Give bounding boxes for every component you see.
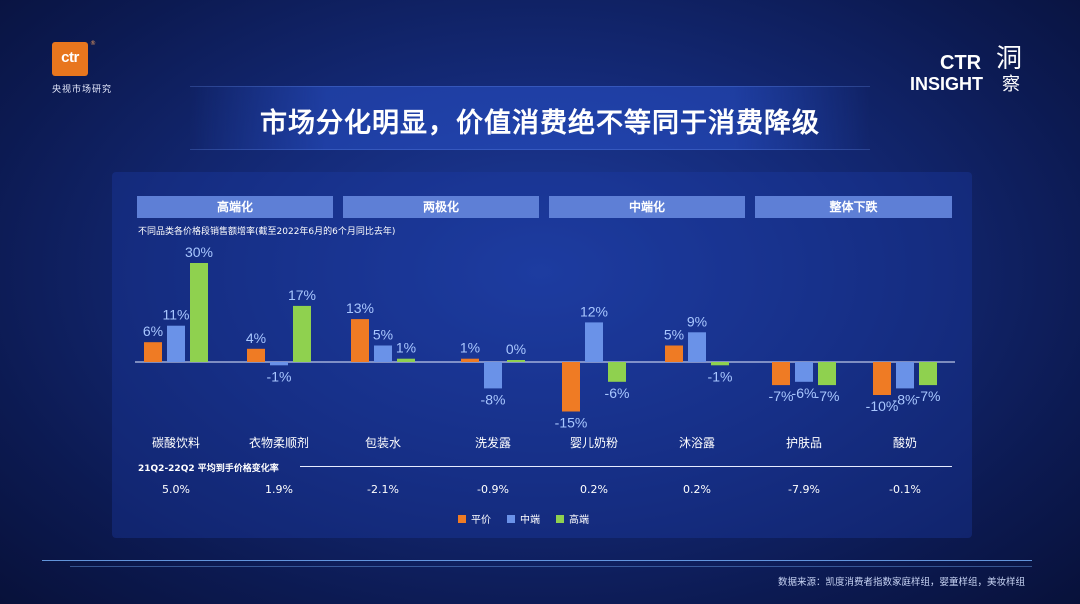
data-label: 17% xyxy=(288,287,316,303)
bar-平价-5 xyxy=(665,345,683,362)
bar-平价-4 xyxy=(562,362,580,412)
data-label: 6% xyxy=(143,323,163,339)
insight-ctr-text: CTR xyxy=(940,52,982,74)
header-polarized: 两极化 xyxy=(343,196,539,218)
legend-swatch-low xyxy=(458,514,466,523)
category-label: 婴儿奶粉 xyxy=(570,436,618,450)
legend-swatch-high xyxy=(556,514,564,523)
bar-高端-7 xyxy=(919,362,937,386)
bar-中端-3 xyxy=(484,362,502,389)
price-change-value: -0.1% xyxy=(889,483,921,496)
price-change-value: -0.9% xyxy=(477,483,509,496)
chart-subtitle: 不同品类各价格段销售额增率(截至2022年6月的6个月同比去年) xyxy=(138,227,396,237)
category-label: 护肤品 xyxy=(786,435,822,450)
data-label: 13% xyxy=(346,300,374,316)
data-label: -7% xyxy=(916,388,941,404)
data-label: -1% xyxy=(267,368,292,384)
category-label: 包装水 xyxy=(365,436,401,450)
footer-divider xyxy=(42,560,1032,561)
header-premium: 高端化 xyxy=(137,196,333,218)
bar-中端-0 xyxy=(167,325,185,362)
insight-dong-char: 洞 xyxy=(996,44,1023,74)
data-label: 5% xyxy=(373,327,393,343)
ctr-logo: ctr xyxy=(52,42,88,76)
bar-平价-2 xyxy=(351,319,369,362)
price-change-value: 1.9% xyxy=(265,483,293,496)
legend-swatch-mid xyxy=(507,514,515,523)
logo-text: ctr xyxy=(61,49,79,66)
title-band xyxy=(190,86,870,150)
price-change-value: 0.2% xyxy=(683,483,711,496)
insight-insight-text: INSIGHT xyxy=(910,74,984,94)
legend-label-mid: 中端 xyxy=(520,515,540,526)
category-label: 碳酸饮料 xyxy=(152,435,200,450)
data-label: 30% xyxy=(185,244,213,260)
bar-平价-1 xyxy=(247,348,265,362)
header-midrange: 中端化 xyxy=(549,196,745,218)
data-label: 5% xyxy=(664,327,684,343)
data-label: 12% xyxy=(580,303,608,319)
data-label: 11% xyxy=(163,307,190,323)
data-label: -8% xyxy=(893,391,918,407)
bar-中端-1 xyxy=(270,362,288,366)
category-label: 洗发露 xyxy=(475,435,511,450)
data-label: 9% xyxy=(687,313,707,329)
bar-高端-4 xyxy=(608,362,626,382)
data-label: -1% xyxy=(708,368,733,384)
registered-mark: ® xyxy=(90,40,96,47)
bar-中端-5 xyxy=(688,332,706,362)
header-overall-decline: 整体下跌 xyxy=(755,196,952,218)
data-label: -8% xyxy=(481,391,506,407)
bar-高端-0 xyxy=(190,263,208,362)
bar-平价-6 xyxy=(772,362,790,386)
bar-中端-7 xyxy=(896,362,914,389)
price-change-divider xyxy=(300,466,952,467)
data-label: 4% xyxy=(246,330,266,346)
price-change-value: 5.0% xyxy=(162,483,190,496)
bar-平价-7 xyxy=(873,362,891,395)
bar-高端-3 xyxy=(507,360,525,362)
ctr-insight-logo: CTR INSIGHT 洞 察 xyxy=(910,38,1040,100)
bar-中端-2 xyxy=(374,345,392,362)
bar-高端-2 xyxy=(397,358,415,362)
data-label: -15% xyxy=(555,415,588,431)
bar-高端-5 xyxy=(711,362,729,366)
category-label: 酸奶 xyxy=(893,435,917,450)
logo-caption: 央视市场研究 xyxy=(52,85,113,95)
bar-平价-3 xyxy=(461,358,479,362)
bar-高端-6 xyxy=(818,362,836,386)
legend-item-low: 平价 xyxy=(458,511,491,526)
data-label: -7% xyxy=(769,388,794,404)
price-change-value: -2.1% xyxy=(367,483,399,496)
data-label: 1% xyxy=(396,340,416,356)
legend-item-high: 高端 xyxy=(556,511,589,526)
bar-平价-0 xyxy=(144,342,162,362)
bar-中端-4 xyxy=(585,322,603,362)
legend-item-mid: 中端 xyxy=(507,511,540,526)
bar-中端-6 xyxy=(795,362,813,382)
legend-label-high: 高端 xyxy=(569,515,589,526)
category-label: 衣物柔顺剂 xyxy=(249,435,309,450)
page-title: 市场分化明显，价值消费绝不等同于消费降级 xyxy=(260,108,820,139)
data-label: -6% xyxy=(605,385,630,401)
data-label: -6% xyxy=(792,385,817,401)
category-label: 沐浴露 xyxy=(679,436,715,450)
price-change-value: -7.9% xyxy=(788,483,820,496)
data-label: -10% xyxy=(866,398,899,414)
data-source: 数据来源：凯度消费者指数家庭样组，婴童样组，美妆样组 xyxy=(777,577,1025,588)
legend-label-low: 平价 xyxy=(471,515,491,526)
footer-divider-secondary xyxy=(70,566,1032,567)
price-change-value: 0.2% xyxy=(580,483,608,496)
insight-cha-char: 察 xyxy=(1002,74,1020,95)
data-label: 0% xyxy=(506,341,526,357)
bar-高端-1 xyxy=(293,305,311,362)
price-change-title: 21Q2-22Q2 平均到手价格变化率 xyxy=(138,464,279,474)
data-label: 1% xyxy=(460,340,480,356)
data-label: -7% xyxy=(815,388,840,404)
